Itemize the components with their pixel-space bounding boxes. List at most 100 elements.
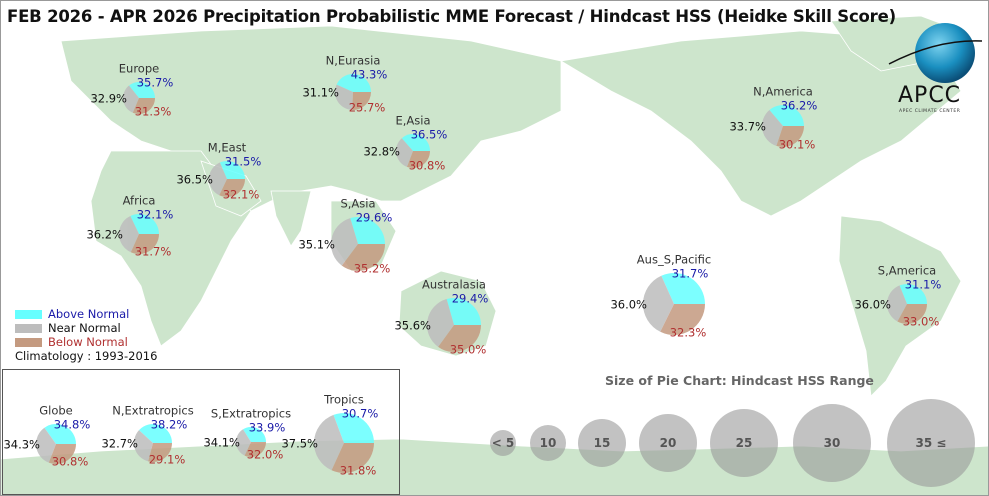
near-value-aus-s-pacific: 36.0% xyxy=(610,297,647,312)
below-value-s-america: 33.0% xyxy=(902,314,940,329)
size-label: < 5 xyxy=(491,436,515,450)
slice-above xyxy=(129,81,155,98)
near-value-n-extratropics: 32.7% xyxy=(101,436,138,451)
slice-above xyxy=(219,160,245,179)
slice-near xyxy=(395,138,413,167)
below-value-s-asia: 35.2% xyxy=(353,261,391,276)
slice-near xyxy=(122,85,139,113)
legend-above-label: Above Normal xyxy=(48,307,130,321)
legend-near-label: Near Normal xyxy=(48,321,121,335)
pie-s-extratropics xyxy=(235,427,267,458)
near-value-n-eurasia: 31.1% xyxy=(302,85,339,100)
apcc-logo-subtitle: APEC CLIMATE CENTER xyxy=(899,109,961,114)
size-circle xyxy=(578,419,626,467)
pie-tropics xyxy=(314,413,374,473)
pie-s-america xyxy=(887,283,927,324)
region-name-n-eurasia: N,Eurasia xyxy=(325,53,381,68)
size-circle xyxy=(530,425,566,461)
pie-m-east xyxy=(208,160,245,197)
pie-s-asia xyxy=(331,217,385,271)
legend-item-above: Above Normal xyxy=(15,307,157,321)
pie-n-eurasia xyxy=(335,74,371,111)
above-value-s-extratropics: 33.9% xyxy=(248,420,286,435)
slice-below xyxy=(130,234,159,254)
slice-below xyxy=(406,151,430,168)
below-value-n-extratropics: 29.1% xyxy=(148,452,186,467)
slice-near xyxy=(134,430,153,462)
slice-above xyxy=(336,74,371,92)
size-circle xyxy=(639,414,697,472)
slice-below xyxy=(244,442,266,458)
apcc-logo-text: APCC xyxy=(898,83,962,108)
near-value-s-america: 36.0% xyxy=(854,297,891,312)
slice-below xyxy=(148,443,172,462)
region-name-africa: Africa xyxy=(122,193,156,208)
below-value-e-asia: 30.8% xyxy=(408,158,446,173)
below-value-africa: 31.7% xyxy=(134,244,172,259)
below-value-europe: 31.3% xyxy=(134,104,172,119)
slice-near xyxy=(208,162,227,196)
pie-australasia xyxy=(426,298,481,352)
above-value-australasia: 29.4% xyxy=(451,291,489,306)
region-name-australasia: Australasia xyxy=(422,277,486,292)
near-value-australasia: 35.6% xyxy=(394,318,431,333)
size-label: 35 ≤ xyxy=(915,436,947,450)
near-swatch xyxy=(15,323,42,333)
below-value-tropics: 31.8% xyxy=(339,463,377,478)
region-name-e-asia: E,Asia xyxy=(395,113,431,128)
slice-near xyxy=(235,429,251,456)
pie-globe xyxy=(36,424,76,464)
slice-below xyxy=(132,98,155,114)
size-circle xyxy=(887,399,975,487)
slice-below xyxy=(660,304,705,335)
near-value-tropics: 37.5% xyxy=(281,436,318,451)
region-name-n-america: N,America xyxy=(753,84,813,99)
size-circle xyxy=(490,430,516,456)
slice-above xyxy=(138,423,172,443)
size-label: 15 xyxy=(593,436,611,450)
slice-near xyxy=(119,215,139,253)
above-value-aus-s-pacific: 31.7% xyxy=(671,266,709,281)
above-value-m-east: 31.5% xyxy=(224,154,262,169)
below-value-aus-s-pacific: 32.3% xyxy=(669,325,707,340)
category-legend: Above Normal Near Normal Below Normal Cl… xyxy=(15,307,157,363)
above-value-s-america: 31.1% xyxy=(904,277,942,292)
near-value-globe: 34.3% xyxy=(3,437,40,452)
above-value-europe: 35.7% xyxy=(136,75,174,90)
slice-near xyxy=(36,427,56,463)
slice-above xyxy=(243,427,267,442)
slice-above xyxy=(350,217,385,244)
size-legend-title: Size of Pie Chart: Hindcast HSS Range xyxy=(605,373,874,388)
slice-above xyxy=(401,133,430,151)
near-value-s-extratropics: 34.1% xyxy=(203,435,240,450)
above-value-globe: 34.8% xyxy=(53,417,91,432)
above-swatch xyxy=(15,309,42,319)
slice-above xyxy=(130,214,159,234)
above-value-tropics: 30.7% xyxy=(341,406,379,421)
near-value-europe: 32.9% xyxy=(90,91,127,106)
region-name-europe: Europe xyxy=(118,61,160,76)
near-value-s-asia: 35.1% xyxy=(298,237,335,252)
figure-title: FEB 2026 - APR 2026 Precipitation Probab… xyxy=(7,7,896,26)
region-name-s-asia: S,Asia xyxy=(340,196,376,211)
apcc-logo-globe-icon xyxy=(888,23,982,83)
pie-n-america xyxy=(762,104,804,147)
slice-near xyxy=(426,299,454,347)
pie-aus-s-pacific xyxy=(642,273,705,335)
near-value-africa: 36.2% xyxy=(86,227,123,242)
below-swatch xyxy=(15,337,42,347)
legend-below-label: Below Normal xyxy=(48,335,128,349)
pie-n-extratropics xyxy=(134,423,172,462)
region-name-s-america: S,America xyxy=(877,263,937,278)
slice-below xyxy=(352,92,371,111)
above-value-s-asia: 29.6% xyxy=(355,210,393,225)
pie-e-asia xyxy=(395,133,430,168)
below-value-australasia: 35.0% xyxy=(449,342,487,357)
below-value-m-east: 32.1% xyxy=(222,187,260,202)
slice-below xyxy=(341,244,385,271)
slice-above xyxy=(446,298,481,325)
below-value-n-eurasia: 25.7% xyxy=(348,100,386,115)
